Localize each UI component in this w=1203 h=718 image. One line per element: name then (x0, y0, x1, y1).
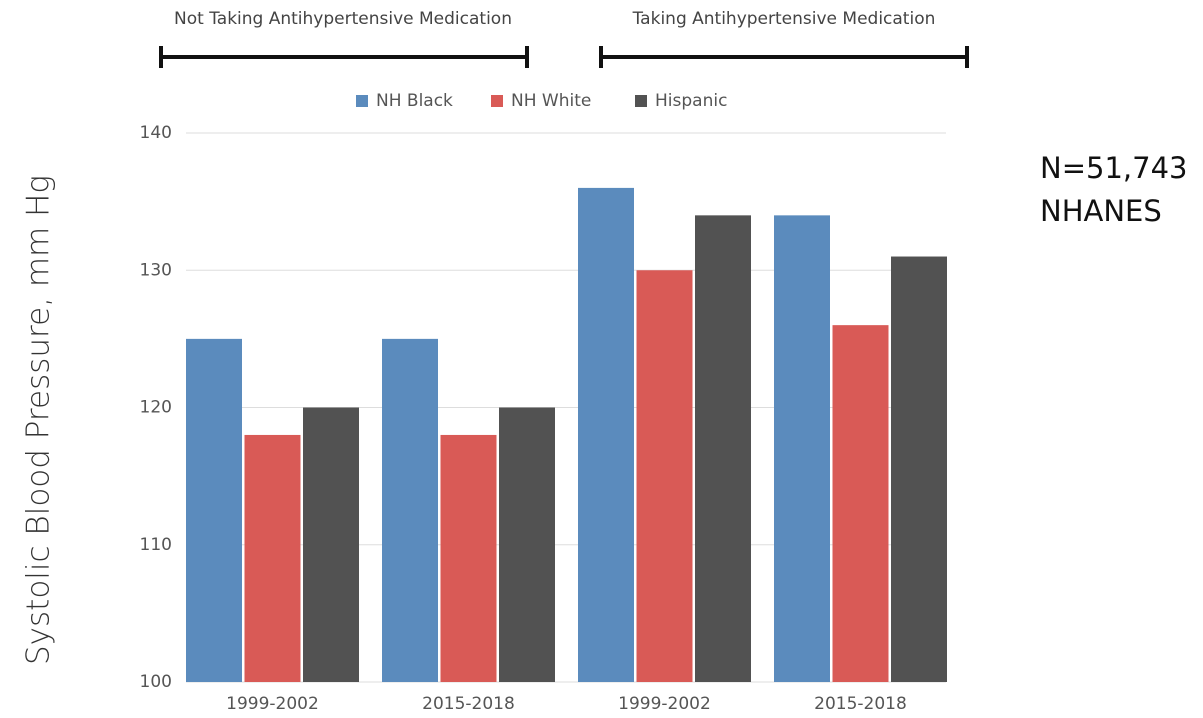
bar (832, 325, 889, 682)
x-tick-label: 1999-2002 (226, 694, 319, 714)
bar (440, 434, 497, 682)
bar (303, 407, 359, 682)
y-tick-label: 130 (140, 260, 172, 280)
legend-swatch (491, 95, 503, 107)
bar (774, 215, 830, 682)
bar (186, 338, 242, 682)
side-note: NHANES (1040, 194, 1162, 228)
y-tick-label: 100 (140, 672, 172, 692)
group-label: Taking Antihypertensive Medication (632, 9, 936, 29)
legend-label: NH White (511, 91, 591, 111)
side-note: N=51,743 (1040, 151, 1187, 185)
bar (499, 407, 555, 682)
bar (636, 270, 693, 682)
bar (891, 256, 947, 682)
y-tick-label: 110 (140, 535, 172, 555)
y-tick-label: 140 (140, 123, 172, 143)
x-tick-label: 2015-2018 (814, 694, 907, 714)
legend-label: Hispanic (655, 91, 727, 111)
bar (695, 215, 751, 682)
legend-swatch (356, 95, 368, 107)
y-axis-label: Systolic Blood Pressure, mm Hg (21, 175, 57, 665)
bar (382, 338, 438, 682)
y-tick-label: 120 (140, 398, 172, 418)
brackets (159, 46, 969, 68)
x-tick-label: 1999-2002 (618, 694, 711, 714)
legend-label: NH Black (376, 91, 453, 111)
bar (578, 187, 634, 682)
legend-swatch (635, 95, 647, 107)
x-tick-label: 2015-2018 (422, 694, 515, 714)
bar (244, 434, 301, 682)
group-label: Not Taking Antihypertensive Medication (174, 9, 512, 29)
